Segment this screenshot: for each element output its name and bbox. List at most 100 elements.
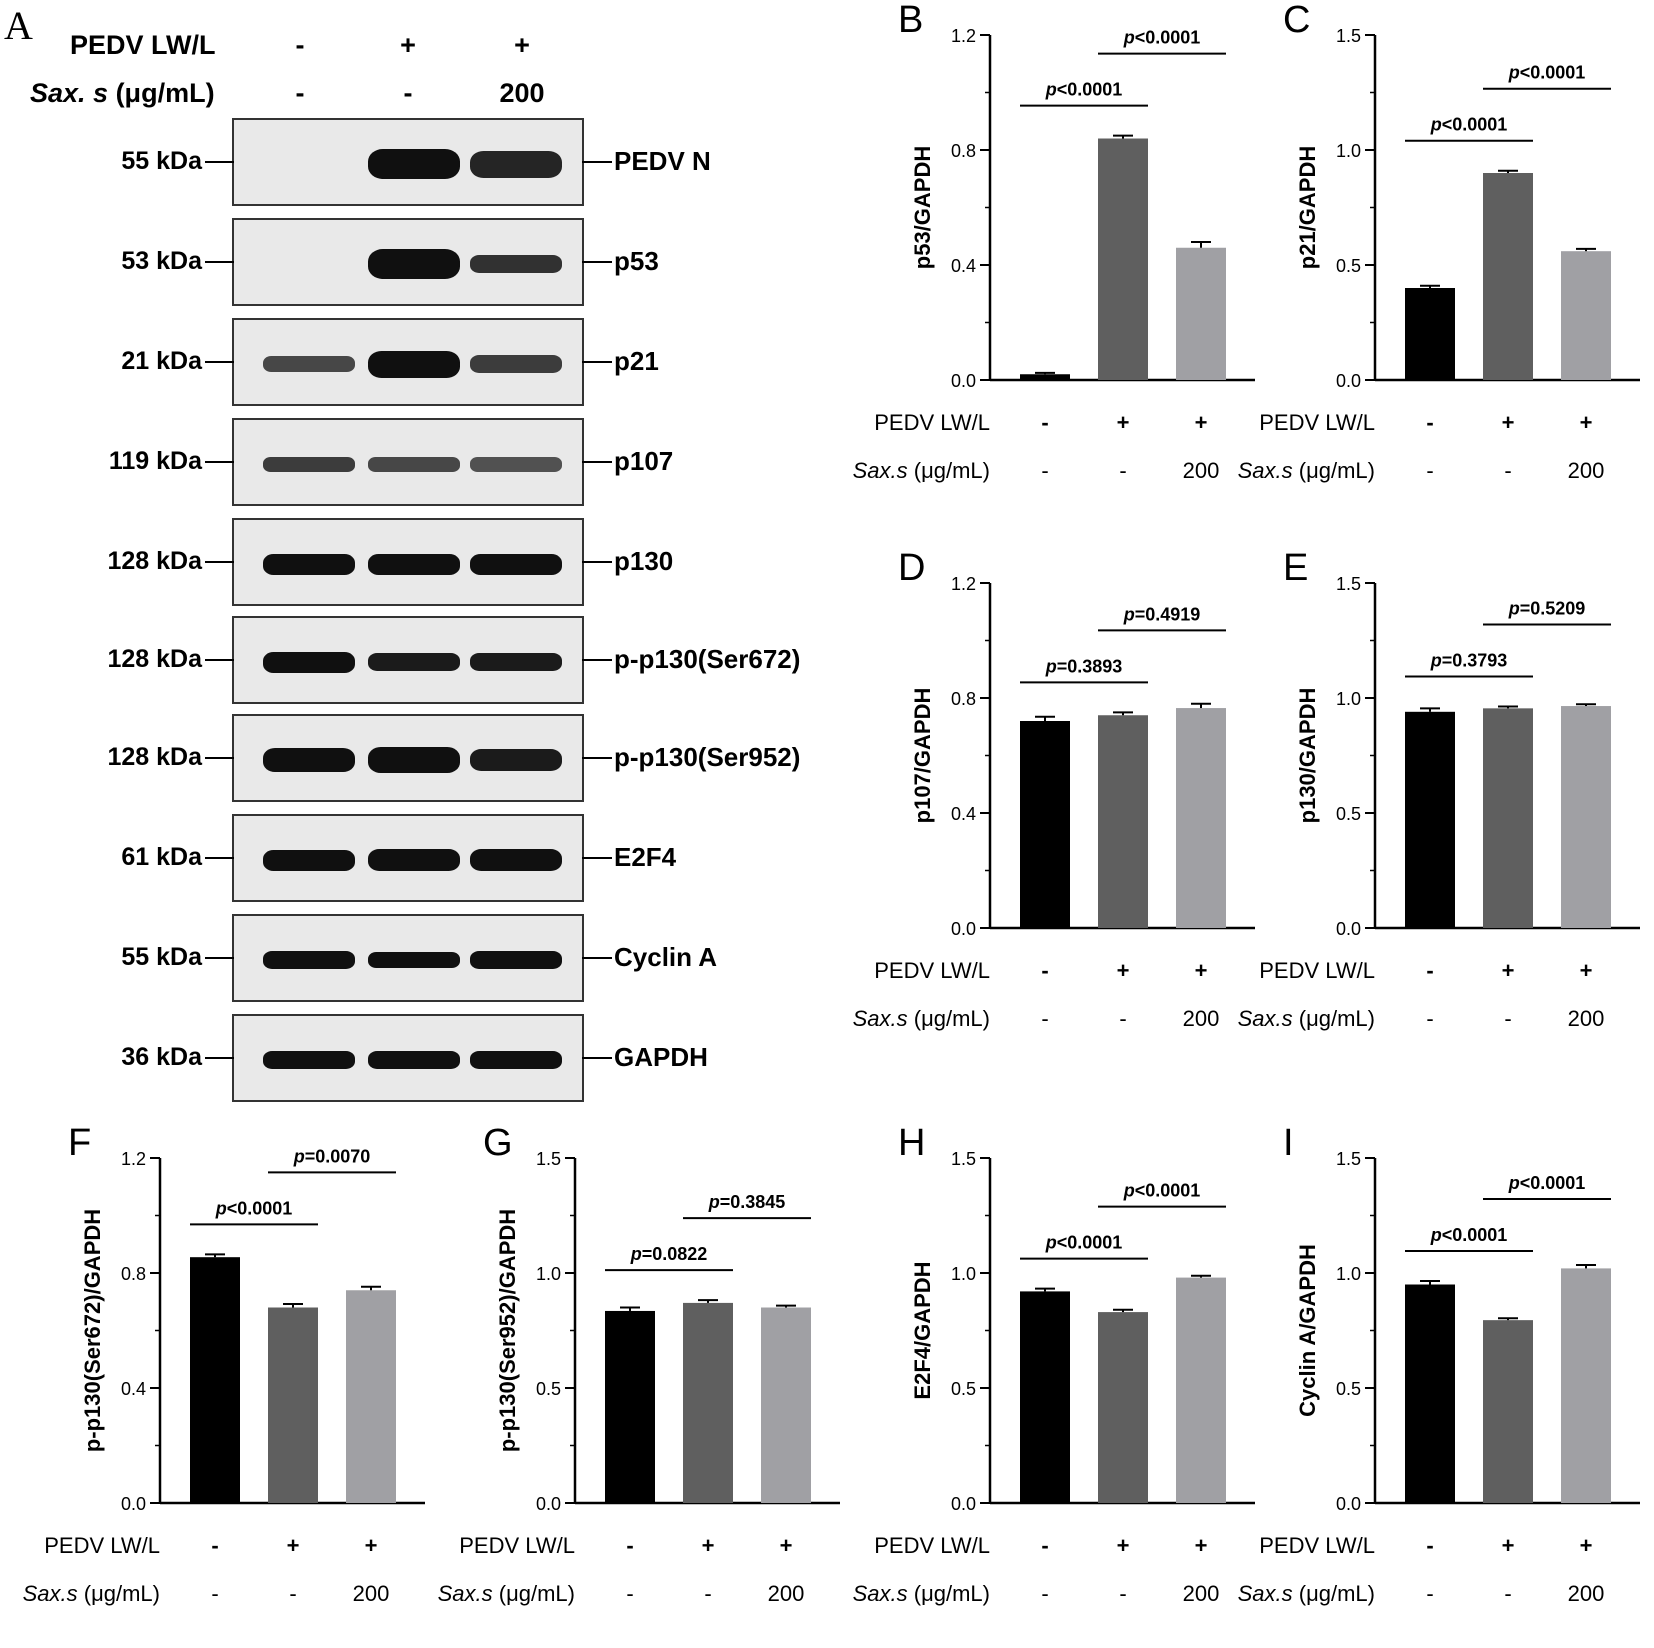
blot-band bbox=[470, 653, 562, 671]
chart-svg: H0.00.51.01.5E2F4/GAPDHp<0.0001p<0.0001P… bbox=[853, 1122, 1255, 1606]
sax-row-label: Sax.s (μg/mL) bbox=[23, 1581, 160, 1606]
pedv-row-label: PEDV LW/L bbox=[874, 410, 990, 435]
blot-band bbox=[470, 355, 562, 373]
blot-band bbox=[368, 249, 460, 279]
panel-letter-a: A bbox=[4, 3, 33, 48]
y-tick-label: 1.0 bbox=[536, 1264, 561, 1284]
blot-band bbox=[470, 553, 562, 575]
p-value: <0.0001 bbox=[1442, 115, 1508, 135]
chart-svg: B0.00.40.81.2p53/GAPDHp<0.0001p<0.0001PE… bbox=[853, 0, 1255, 483]
p-value-label: p=0.3893 bbox=[1045, 656, 1123, 676]
p-value-label: p<0.0001 bbox=[215, 1198, 293, 1218]
blot-band bbox=[263, 456, 355, 472]
p-value: <0.0001 bbox=[227, 1198, 293, 1218]
sax-unit: (μg/mL) bbox=[1293, 1006, 1375, 1031]
bar bbox=[761, 1307, 811, 1503]
blot-band bbox=[368, 149, 460, 179]
pedv-row-label: PEDV LW/L bbox=[874, 958, 990, 983]
panel-letter: H bbox=[898, 1122, 925, 1164]
protein-label: p21 bbox=[614, 346, 659, 376]
pedv-sign: + bbox=[1502, 1533, 1515, 1558]
sax-unit: (μg/mL) bbox=[908, 1581, 990, 1606]
sax-sign: - bbox=[704, 1581, 711, 1606]
p-value-label: p<0.0001 bbox=[1123, 1181, 1201, 1201]
pedv-sign: - bbox=[211, 1533, 218, 1558]
p-value: =0.3793 bbox=[1442, 651, 1508, 671]
bar bbox=[346, 1290, 396, 1503]
sax-unit: (μg/mL) bbox=[908, 458, 990, 483]
blot-strip bbox=[232, 814, 584, 902]
kda-label: 119 kDa bbox=[108, 447, 202, 475]
blot-strip bbox=[232, 914, 584, 1002]
pedv-sign: + bbox=[1580, 410, 1593, 435]
bar bbox=[268, 1307, 318, 1503]
sax-sign-lane3: 200 bbox=[499, 78, 545, 108]
y-tick-label: 0.8 bbox=[951, 141, 976, 161]
pedv-sign: + bbox=[1195, 1533, 1208, 1558]
panel-letter: B bbox=[898, 0, 923, 41]
y-tick-label: 1.5 bbox=[1336, 1149, 1361, 1169]
y-axis-label: p130/GAPDH bbox=[1295, 688, 1320, 824]
p-value-label: p=0.5209 bbox=[1508, 599, 1586, 619]
p-symbol: p bbox=[1508, 1173, 1520, 1193]
blot-strip bbox=[232, 1014, 584, 1102]
bar bbox=[683, 1302, 733, 1503]
bar bbox=[1176, 247, 1226, 380]
p-symbol: p bbox=[1430, 1225, 1442, 1245]
y-tick-label: 0.0 bbox=[951, 1494, 976, 1514]
protein-label: p53 bbox=[614, 246, 659, 276]
protein-label: E2F4 bbox=[614, 842, 677, 872]
kda-tick bbox=[205, 461, 234, 463]
bar bbox=[1405, 1284, 1455, 1503]
sax-unit: (μg/mL) bbox=[1293, 458, 1375, 483]
sax-sign: - bbox=[1504, 1006, 1511, 1031]
pedv-sign: - bbox=[1426, 958, 1433, 983]
chart-svg: D0.00.40.81.2p107/GAPDHp=0.3893p=0.4919P… bbox=[853, 547, 1255, 1031]
protein-tick bbox=[582, 261, 612, 263]
sax-row-label: Sax.s (μg/mL) bbox=[853, 1581, 990, 1606]
sax-name: Sax.s bbox=[1238, 1581, 1293, 1606]
bar bbox=[1098, 1312, 1148, 1503]
sax-header-name: Sax. s bbox=[30, 78, 109, 108]
y-tick-label: 1.0 bbox=[951, 1264, 976, 1284]
blot-band bbox=[470, 848, 562, 872]
chart-e-p130: E 0.0 0.5 1.0 1.5 p130/GAPDH p=0.3793 p=0.5209 P… bbox=[1238, 547, 1645, 1073]
pedv-sign: + bbox=[1195, 410, 1208, 435]
sax-sign: 200 bbox=[1183, 458, 1220, 483]
pedv-sign: + bbox=[1117, 1533, 1130, 1558]
sax-unit: (μg/mL) bbox=[1293, 1581, 1375, 1606]
blot-band bbox=[470, 150, 562, 178]
bar bbox=[1483, 1320, 1533, 1503]
p-value: =0.3845 bbox=[720, 1192, 786, 1212]
protein-label: PEDV N bbox=[614, 146, 711, 176]
y-tick-label: 0.0 bbox=[1336, 371, 1361, 391]
bar bbox=[1098, 715, 1148, 928]
bar bbox=[1020, 1291, 1070, 1503]
blot-band bbox=[368, 1051, 460, 1069]
bar bbox=[1405, 711, 1455, 928]
protein-tick bbox=[582, 561, 612, 563]
sax-name: Sax.s bbox=[1238, 458, 1293, 483]
pedv-sign: + bbox=[1502, 410, 1515, 435]
p-value-label: p=0.0822 bbox=[630, 1244, 708, 1264]
pedv-sign: + bbox=[1502, 958, 1515, 983]
pedv-sign: + bbox=[1117, 410, 1130, 435]
p-symbol: p bbox=[1123, 1181, 1135, 1201]
p-value-label: p<0.0001 bbox=[1045, 80, 1123, 100]
sax-name: Sax.s bbox=[853, 1006, 908, 1031]
kda-label: 61 kDa bbox=[121, 843, 202, 871]
blot-band bbox=[368, 848, 460, 872]
y-tick-label: 0.4 bbox=[951, 256, 976, 276]
chart-b-p53: B 0.0 0.4 0.8 1.2 p53/GAPDH p<0.0001 p<0.0001 PE… bbox=[853, 0, 1260, 525]
y-tick-label: 0.0 bbox=[951, 919, 976, 939]
blot-band bbox=[470, 748, 562, 772]
pedv-sign: + bbox=[1580, 1533, 1593, 1558]
pedv-sign: - bbox=[1041, 958, 1048, 983]
sax-row-label: Sax.s (μg/mL) bbox=[438, 1581, 575, 1606]
blot-band bbox=[368, 456, 460, 472]
kda-label: 128 kDa bbox=[107, 645, 202, 673]
pedv-sign: - bbox=[1041, 1533, 1048, 1558]
kda-label: 53 kDa bbox=[121, 247, 202, 275]
pedv-sign: + bbox=[1117, 958, 1130, 983]
